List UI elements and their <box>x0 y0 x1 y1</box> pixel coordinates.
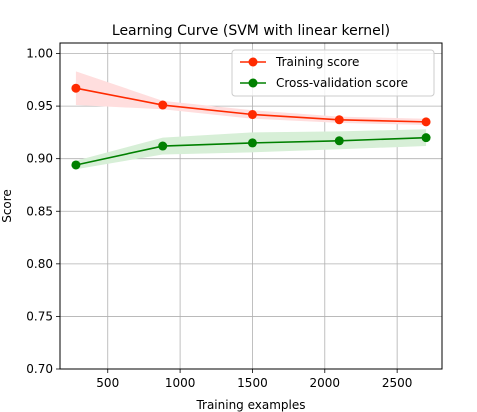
data-point <box>158 100 168 110</box>
x-tick-label: 2000 <box>310 376 341 390</box>
chart-title: Learning Curve (SVM with linear kernel) <box>112 23 390 39</box>
data-point <box>334 136 344 146</box>
legend-box <box>231 49 435 97</box>
y-tick-label: 0.90 <box>26 152 53 166</box>
y-tick-label: 0.75 <box>26 309 53 323</box>
plot-frame <box>59 42 443 370</box>
y-tick-label: 0.80 <box>26 257 53 271</box>
x-tick-label: 500 <box>96 376 119 390</box>
y-tick-label: 0.85 <box>26 204 53 218</box>
data-point <box>71 83 81 93</box>
legend-marker-1 <box>248 78 258 88</box>
data-point <box>247 138 257 148</box>
legend-label-0: Training score <box>275 55 359 69</box>
y-tick-label: 0.70 <box>26 362 53 376</box>
y-axis-ticks: 0.70 0.75 0.80 0.85 0.90 0.95 1.00 <box>26 47 60 376</box>
y-tick-label: 0.95 <box>26 99 53 113</box>
x-tick-label: 1000 <box>165 376 196 390</box>
data-point <box>421 117 431 127</box>
data-point <box>158 141 168 151</box>
x-axis-label: Training examples <box>195 398 305 412</box>
y-axis-label: Score <box>0 189 14 223</box>
data-point <box>334 115 344 125</box>
series-markers <box>71 83 431 170</box>
legend-label-1: Cross-validation score <box>276 76 408 90</box>
data-point <box>71 160 81 170</box>
legend: Training score Cross-validation score <box>231 49 435 97</box>
x-tick-label: 2500 <box>382 376 413 390</box>
grid-lines <box>60 43 442 370</box>
x-tick-label: 1500 <box>237 376 268 390</box>
legend-marker-0 <box>248 57 258 67</box>
x-axis-ticks: 500 1000 1500 2000 2500 <box>96 369 412 390</box>
y-tick-label: 1.00 <box>26 47 53 61</box>
data-point <box>247 110 257 120</box>
data-point <box>421 133 431 143</box>
